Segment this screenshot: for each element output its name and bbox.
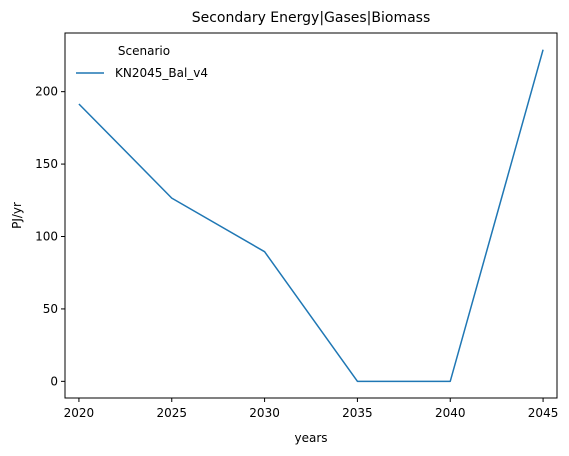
y-axis: 0 50 100 150 200: [35, 85, 65, 388]
legend: Scenario KN2045_Bal_v4: [76, 44, 208, 80]
x-axis-label: years: [294, 431, 327, 445]
x-tick-label: 2045: [528, 406, 559, 420]
y-tick-label: 50: [43, 302, 58, 316]
series-layer: [78, 49, 544, 383]
plot-area: [64, 32, 558, 399]
y-tick-label: 100: [35, 230, 58, 244]
y-axis-label: PJ/yr: [10, 202, 24, 229]
x-tick-label: 2030: [249, 406, 280, 420]
series-line-0: [78, 49, 544, 383]
x-tick-label: 2020: [64, 406, 95, 420]
x-axis: 2020 2025 2030 2035 2040 2045: [64, 398, 559, 420]
chart-title: Secondary Energy|Gases|Biomass: [192, 10, 431, 26]
y-tick-label: 150: [35, 157, 58, 171]
plot-frame: [64, 32, 558, 399]
y-tick-label: 200: [35, 85, 58, 99]
legend-title: Scenario: [118, 44, 170, 58]
x-tick-label: 2035: [342, 406, 373, 420]
legend-label-series-0: KN2045_Bal_v4: [115, 66, 208, 80]
x-tick-label: 2025: [156, 406, 187, 420]
y-tick-label: 0: [50, 374, 58, 388]
plot-background: [65, 33, 557, 398]
x-tick-label: 2040: [435, 406, 466, 420]
